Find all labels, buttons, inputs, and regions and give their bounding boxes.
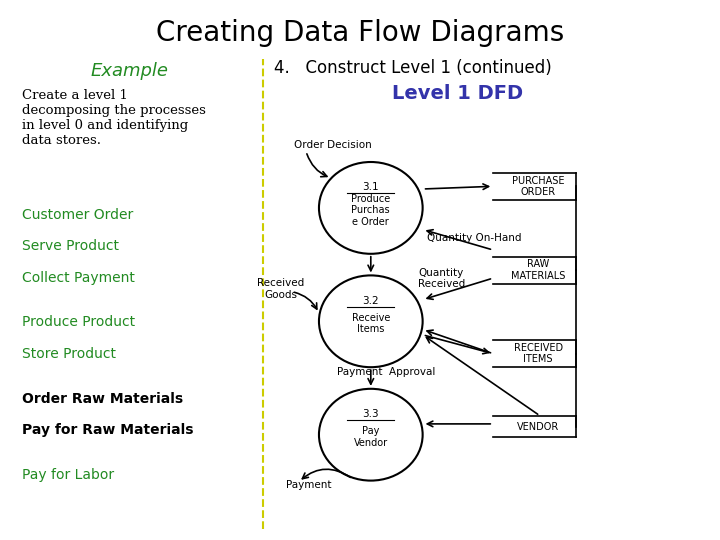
- Text: Quantity
Received: Quantity Received: [418, 268, 465, 289]
- Text: RAW
MATERIALS: RAW MATERIALS: [511, 259, 565, 281]
- Text: Example: Example: [91, 62, 168, 80]
- Text: Produce Product: Produce Product: [22, 315, 135, 329]
- Text: 3.3: 3.3: [362, 409, 379, 419]
- Text: Store Product: Store Product: [22, 347, 116, 361]
- Text: Collect Payment: Collect Payment: [22, 271, 135, 285]
- Text: Pay for Raw Materials: Pay for Raw Materials: [22, 423, 193, 437]
- Text: Payment: Payment: [286, 480, 331, 490]
- Text: Create a level 1
decomposing the processes
in level 0 and identifying
data store: Create a level 1 decomposing the process…: [22, 89, 205, 147]
- Text: Payment  Approval: Payment Approval: [337, 367, 436, 376]
- Text: Received
Goods: Received Goods: [257, 278, 305, 300]
- Text: Pay
Vendor: Pay Vendor: [354, 426, 388, 448]
- Text: Customer Order: Customer Order: [22, 208, 133, 222]
- Text: Produce
Purchas
e Order: Produce Purchas e Order: [351, 194, 390, 227]
- Text: Quantity On-Hand: Quantity On-Hand: [427, 233, 521, 242]
- Text: Serve Product: Serve Product: [22, 239, 119, 253]
- Text: VENDOR: VENDOR: [517, 422, 559, 431]
- Text: Pay for Labor: Pay for Labor: [22, 468, 114, 482]
- Text: Order Raw Materials: Order Raw Materials: [22, 392, 183, 406]
- Text: 3.1: 3.1: [362, 182, 379, 192]
- Text: RECEIVED
ITEMS: RECEIVED ITEMS: [513, 343, 563, 364]
- Text: Level 1 DFD: Level 1 DFD: [392, 84, 523, 103]
- Text: 4.   Construct Level 1 (continued): 4. Construct Level 1 (continued): [274, 59, 552, 77]
- Text: Creating Data Flow Diagrams: Creating Data Flow Diagrams: [156, 19, 564, 47]
- Text: Receive
Items: Receive Items: [351, 313, 390, 334]
- Text: Order Decision: Order Decision: [294, 140, 372, 150]
- Text: PURCHASE
ORDER: PURCHASE ORDER: [512, 176, 564, 197]
- Text: 3.2: 3.2: [362, 295, 379, 306]
